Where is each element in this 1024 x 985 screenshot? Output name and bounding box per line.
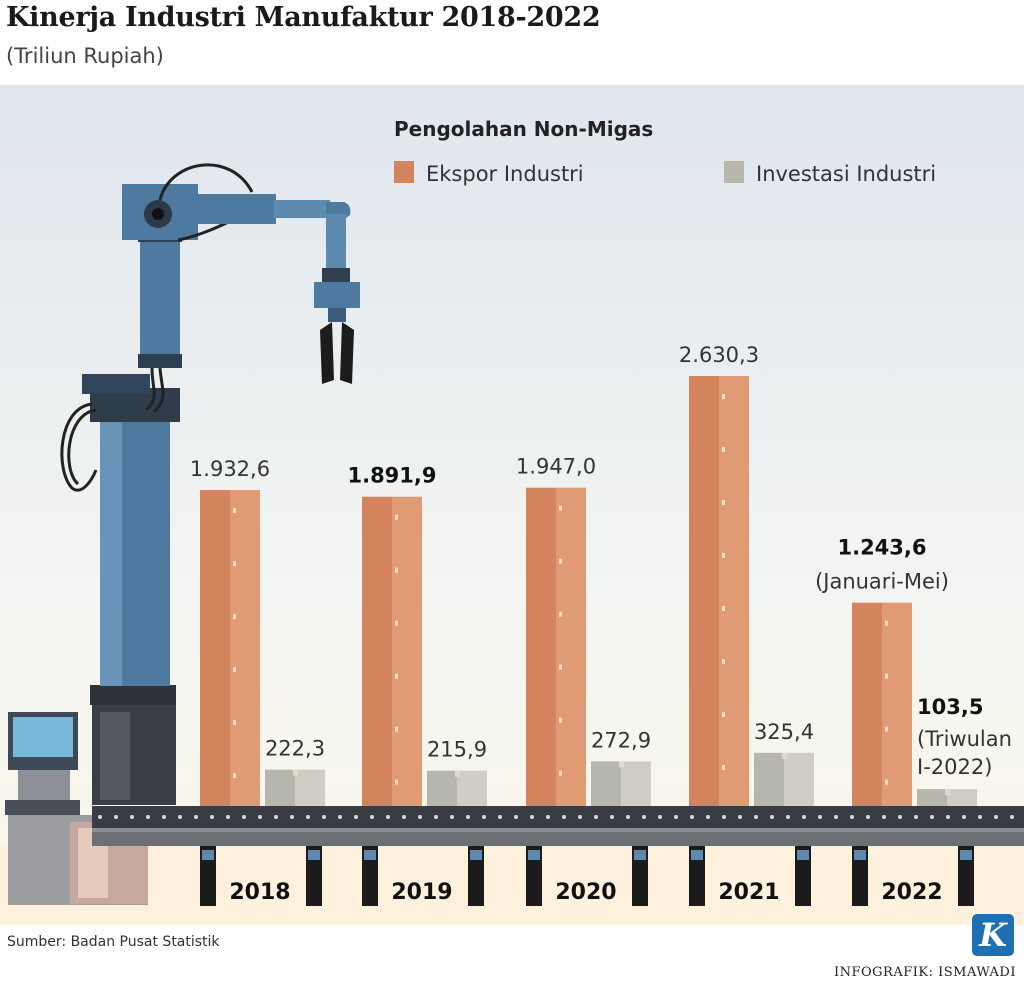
- bar-ekspor-2019: [362, 496, 422, 806]
- legend-swatch-investasi: [724, 161, 744, 183]
- legend-label-ekspor: Ekspor Industri: [426, 162, 584, 186]
- infographic-credit: INFOGRAFIK: ISMAWADI: [833, 965, 1016, 980]
- x-axis-labels: 2018 2019 2020 2021 2022: [229, 880, 942, 905]
- legend: Pengolahan Non-Migas Ekspor Industri Inv…: [394, 117, 936, 186]
- label-ekspor-2022: 1.243,6: [837, 536, 926, 560]
- label-ekspor-2018: 1.932,6: [190, 457, 270, 481]
- x-tick-2022: 2022: [881, 880, 942, 905]
- bar-ekspor-2021: [689, 376, 749, 806]
- bar-investasi-2021: [754, 752, 814, 806]
- bar-ekspor-2020: [526, 487, 586, 806]
- label-investasi-2022: 103,5: [917, 695, 983, 719]
- label-investasi-2018: 222,3: [265, 737, 325, 761]
- value-labels: 1.932,6 1.891,9 1.947,0 2.630,3 1.243,6 (Janu…: [190, 343, 1012, 779]
- bar-investasi-2020: [591, 761, 651, 806]
- x-tick-2019: 2019: [391, 880, 452, 905]
- page-subtitle: (Triliun Rupiah): [6, 44, 164, 68]
- x-tick-2020: 2020: [555, 880, 616, 905]
- bar-ekspor-2022: [852, 602, 912, 806]
- note-ekspor-2022: (Januari-Mei): [815, 570, 949, 594]
- source-note: Sumber: Badan Pusat Statistik: [7, 934, 220, 950]
- robot-arm-illustration: [5, 163, 360, 905]
- bar-investasi-2018: [265, 769, 325, 806]
- label-ekspor-2021: 2.630,3: [679, 343, 759, 367]
- legend-label-investasi: Investasi Industri: [756, 162, 936, 186]
- x-tick-2018: 2018: [229, 880, 290, 905]
- legend-title: Pengolahan Non-Migas: [394, 117, 653, 141]
- x-tick-2021: 2021: [718, 880, 779, 905]
- conveyor-belt: [92, 806, 1024, 906]
- label-ekspor-2020: 1.947,0: [516, 455, 596, 479]
- legend-swatch-ekspor: [394, 161, 414, 183]
- label-investasi-2019: 215,9: [427, 738, 487, 762]
- label-ekspor-2019: 1.891,9: [347, 464, 436, 488]
- page-title: Kinerja Industri Manufaktur 2018-2022: [6, 2, 601, 33]
- bar-investasi-2022: [917, 789, 977, 806]
- note-investasi-2022: (Triwulan I-2022): [917, 727, 1012, 779]
- bar-ekspor-2018: [200, 490, 260, 806]
- bar-investasi-2019: [427, 770, 487, 806]
- bars: [200, 376, 977, 806]
- publisher-logo: K: [972, 914, 1014, 956]
- label-investasi-2021: 325,4: [754, 720, 814, 744]
- label-investasi-2020: 272,9: [591, 728, 651, 752]
